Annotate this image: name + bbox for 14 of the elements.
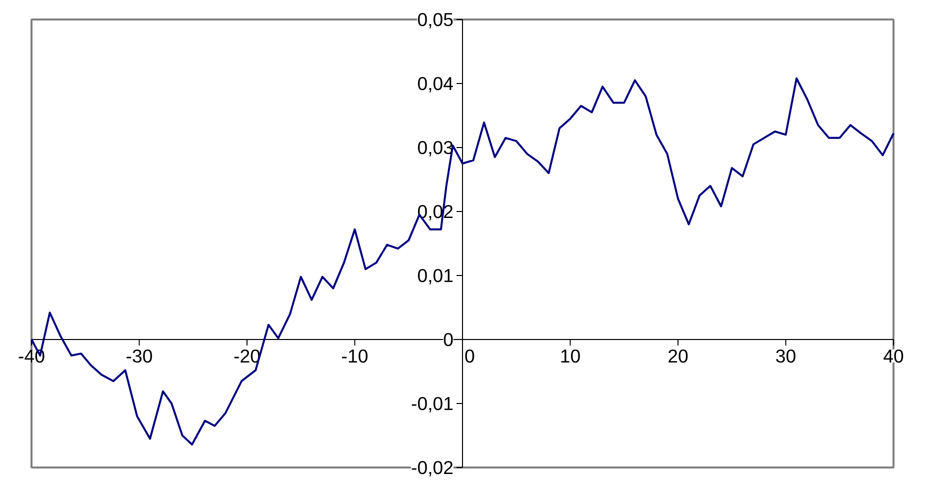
x-tick-label: 20 xyxy=(668,346,688,366)
x-tick-label: 30 xyxy=(775,346,796,366)
x-tick-label: -30 xyxy=(126,346,153,366)
y-tick-label: 0,01 xyxy=(417,265,454,286)
y-tick-label: -0,02 xyxy=(410,457,454,478)
y-tick-label: -0,01 xyxy=(410,393,454,414)
x-tick-label: 0 xyxy=(464,346,475,366)
x-tick-label: 40 xyxy=(883,346,904,366)
y-tick-label: 0,05 xyxy=(417,9,454,30)
y-tick-label: 0,04 xyxy=(417,73,454,94)
y-tick-label: 0,03 xyxy=(417,137,454,158)
x-tick-label: 10 xyxy=(560,346,581,366)
x-tick-label: -10 xyxy=(341,346,368,366)
y-tick-label: 0 xyxy=(443,329,454,350)
